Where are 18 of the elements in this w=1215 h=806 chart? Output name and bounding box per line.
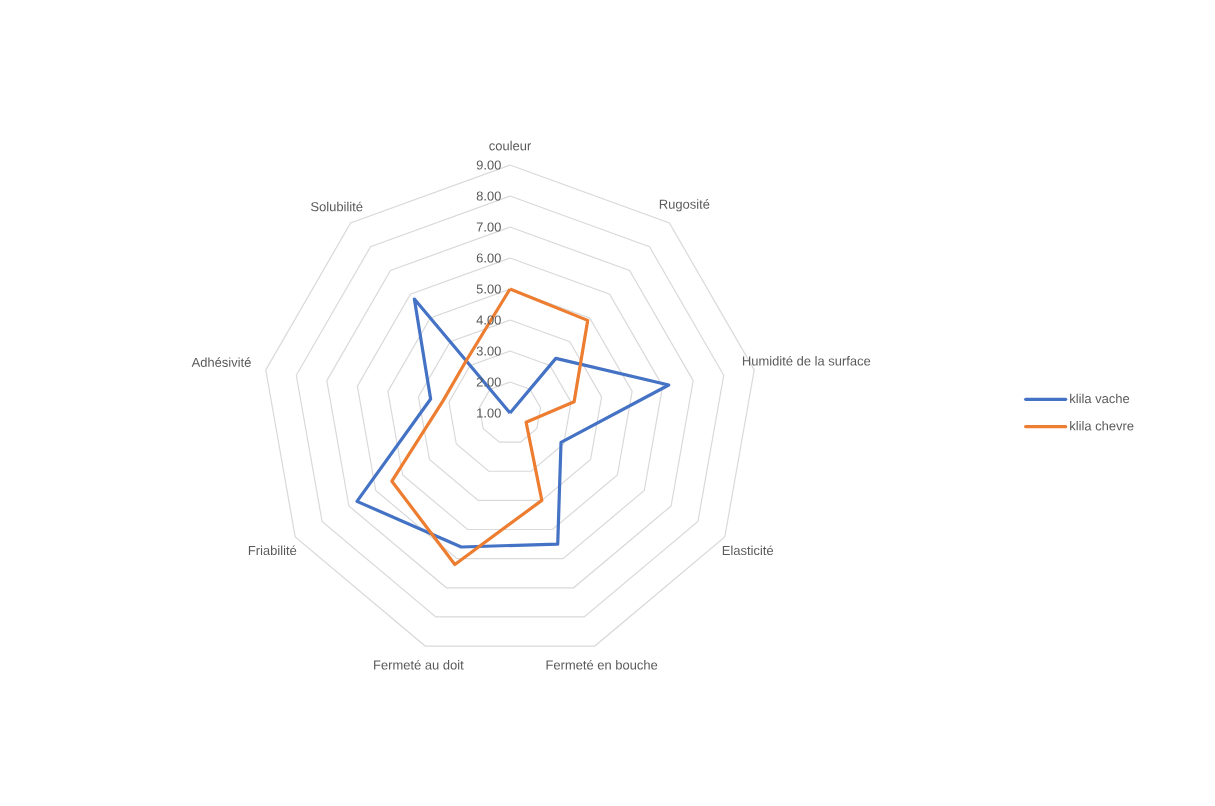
legend-label: klila chevre bbox=[1070, 420, 1134, 431]
spoke-label: Elasticité bbox=[722, 545, 774, 556]
y-tick-label: 9.00 bbox=[476, 160, 501, 170]
spoke-label: Fermeté en bouche bbox=[546, 659, 658, 670]
legend-label: klila vache bbox=[1070, 393, 1130, 404]
spoke-label: couleur bbox=[489, 140, 532, 151]
y-tick-label: 1.00 bbox=[477, 408, 501, 418]
spoke-label: Friabilité bbox=[248, 545, 297, 556]
spoke-label: Solubilité bbox=[311, 201, 363, 212]
y-tick-label: 6.00 bbox=[476, 253, 501, 263]
y-tick-label: 3.00 bbox=[476, 346, 501, 356]
y-tick-label: 5.00 bbox=[476, 284, 501, 294]
spoke-label: Rugosité bbox=[659, 199, 710, 212]
y-tick-label: 8.00 bbox=[476, 191, 501, 201]
spoke-label: Humidité de la surface bbox=[742, 355, 871, 366]
y-tick-label: 7.00 bbox=[476, 222, 501, 232]
spoke-label: Adhésivité bbox=[191, 357, 251, 367]
spoke-label: Fermeté au doit bbox=[374, 659, 464, 670]
